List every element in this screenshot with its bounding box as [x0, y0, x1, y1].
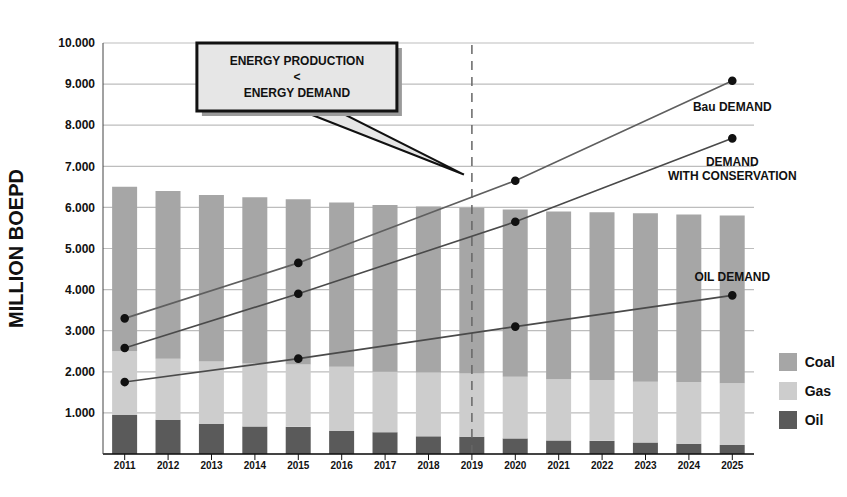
svg-text:Bau DEMAND: Bau DEMAND — [693, 100, 772, 114]
svg-text:2014: 2014 — [244, 460, 267, 471]
svg-text:6.000: 6.000 — [65, 201, 95, 215]
svg-text:5.000: 5.000 — [65, 242, 95, 256]
svg-text:2025: 2025 — [721, 460, 744, 471]
svg-text:2016: 2016 — [331, 460, 354, 471]
html-text:Gas: Gas — [804, 382, 832, 399]
svg-text:2022: 2022 — [591, 460, 614, 471]
svg-text:2012: 2012 — [157, 460, 180, 471]
svg-text:2023: 2023 — [634, 460, 657, 471]
svg-text:3.000: 3.000 — [65, 324, 95, 338]
html-text:Oil: Oil — [804, 411, 824, 428]
svg-text:1.000: 1.000 — [65, 406, 95, 420]
svg-text:8.000: 8.000 — [65, 118, 95, 132]
svg-text:9.000: 9.000 — [65, 77, 95, 91]
svg-text:2020: 2020 — [504, 460, 527, 471]
svg-text:<: < — [293, 70, 300, 84]
svg-text:DEMAND: DEMAND — [706, 155, 759, 169]
svg-text:7.000: 7.000 — [65, 160, 95, 174]
svg-text:2024: 2024 — [678, 460, 701, 471]
svg-text:MILLION BOEPD: MILLION BOEPD — [8, 169, 27, 328]
svg-text:2011: 2011 — [114, 460, 136, 471]
html-text:Coal: Coal — [804, 353, 835, 370]
svg-text:2019: 2019 — [461, 460, 484, 471]
svg-text:ENERGY PRODUCTION: ENERGY PRODUCTION — [230, 54, 364, 68]
svg-text:2021: 2021 — [548, 460, 571, 471]
svg-text:2017: 2017 — [374, 460, 397, 471]
svg-text:WITH CONSERVATION: WITH CONSERVATION — [668, 169, 797, 183]
svg-text:2015: 2015 — [287, 460, 310, 471]
svg-text:OIL DEMAND: OIL DEMAND — [694, 270, 770, 284]
svg-text:10.000: 10.000 — [58, 36, 95, 50]
svg-text:2018: 2018 — [417, 460, 440, 471]
svg-text:4.000: 4.000 — [65, 283, 95, 297]
svg-text:2.000: 2.000 — [65, 365, 95, 379]
svg-text:2013: 2013 — [200, 460, 223, 471]
svg-text:ENERGY DEMAND: ENERGY DEMAND — [244, 86, 351, 100]
